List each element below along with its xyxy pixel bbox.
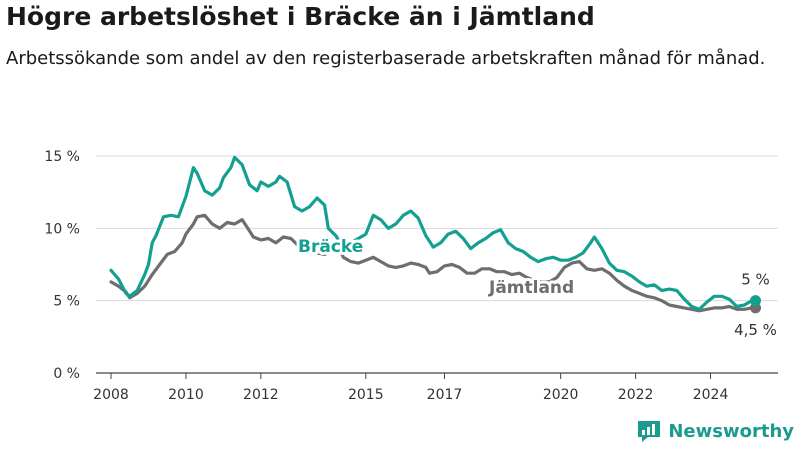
x-tick-label: 2024 <box>693 387 729 403</box>
end-value-label-jamtland: 4,5 % <box>734 321 777 339</box>
axis-ticks: 0 % 5 % 10 % 15 % 2008 2010 2012 2015 2017 2020 20… <box>44 149 728 403</box>
x-tick-label: 2012 <box>243 387 279 403</box>
chart-subtitle: Arbetssökande som andel av den registerb… <box>6 48 766 69</box>
y-tick-label: 5 % <box>53 294 80 310</box>
x-tick-label: 2008 <box>93 387 129 403</box>
x-tick-label: 2022 <box>618 387 654 403</box>
newsworthy-logo-icon <box>638 421 661 442</box>
gridlines <box>96 155 778 374</box>
y-tick-label: 15 % <box>44 149 80 165</box>
chart-title: Högre arbetslöshet i Bräcke än i Jämtlan… <box>6 2 595 31</box>
series-line-bracke <box>109 155 758 311</box>
series-label-jamtland: Jämtland <box>488 278 574 298</box>
series-endpoint-bracke <box>750 295 762 307</box>
x-tick-label: 2010 <box>168 387 204 403</box>
x-tick-label: 2020 <box>543 387 579 403</box>
series-lines <box>109 155 762 314</box>
series-labels: Bräcke Jämtland 5 % 4,5 % <box>295 234 777 339</box>
x-tick-label: 2017 <box>427 387 463 403</box>
y-tick-label: 0 % <box>53 366 80 382</box>
series-line-jamtland <box>109 213 758 313</box>
brand-name: Newsworthy <box>668 420 794 442</box>
y-tick-label: 10 % <box>44 221 80 237</box>
series-label-bracke: Bräcke <box>298 237 363 257</box>
brand-logo: Newsworthy <box>636 418 794 444</box>
x-tick-label: 2015 <box>348 387 384 403</box>
end-value-label-bracke: 5 % <box>741 271 770 289</box>
